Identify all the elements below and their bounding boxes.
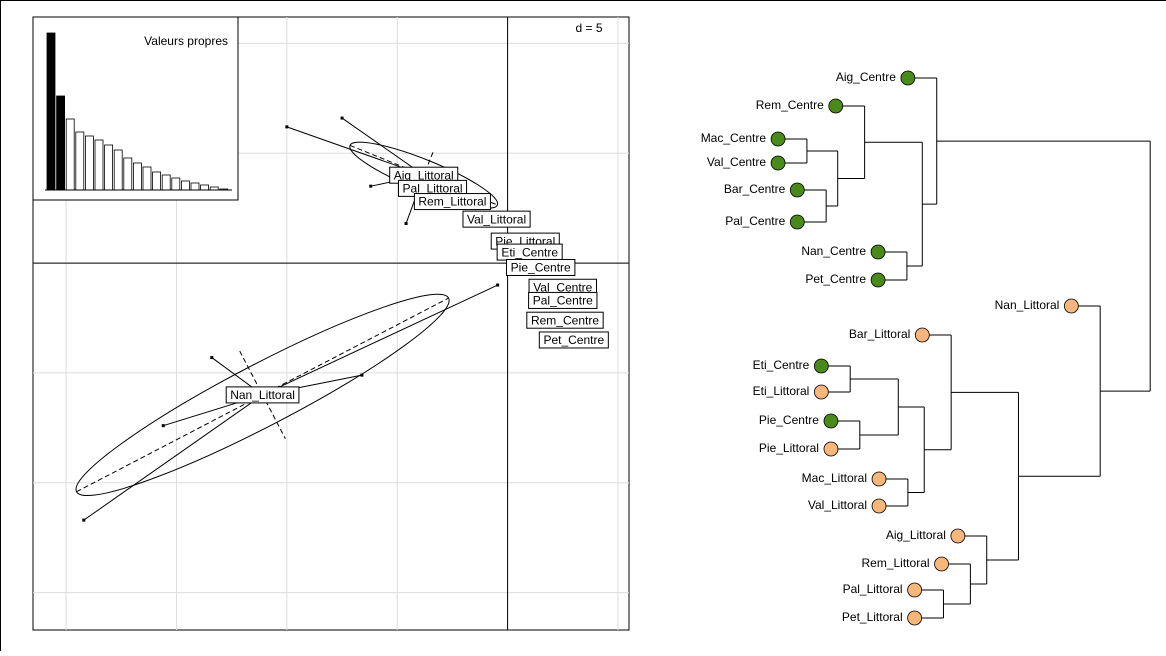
leaf-label: Eti_Centre xyxy=(753,358,810,372)
star-point xyxy=(360,374,363,377)
leaf xyxy=(790,215,804,229)
leaf xyxy=(790,183,804,197)
point-label: Pal_Centre xyxy=(533,294,593,308)
star-point xyxy=(210,356,213,359)
point-label: Pet_Centre xyxy=(543,333,604,347)
leaf-label: Mac_Centre xyxy=(701,131,767,145)
leaf xyxy=(824,442,838,456)
eigen-bar xyxy=(162,175,170,190)
star-point xyxy=(285,125,288,128)
star-point xyxy=(405,222,408,225)
point-label: Rem_Littoral xyxy=(418,195,486,209)
scale-label: d = 5 xyxy=(575,21,602,35)
leaf xyxy=(1064,299,1078,313)
leaf xyxy=(935,557,949,571)
leaf-label: Val_Littoral xyxy=(808,498,867,512)
leaf xyxy=(915,328,929,342)
eigen-bar xyxy=(191,183,199,190)
leaf-label: Pie_Centre xyxy=(759,413,819,427)
leaf-label: Rem_Littoral xyxy=(862,556,930,570)
leaf xyxy=(871,273,885,287)
leaf-label: Pal_Littoral xyxy=(843,582,903,596)
inset-title: Valeurs propres xyxy=(144,34,228,48)
eigen-bar xyxy=(66,119,74,190)
leaf-label: Eti_Littoral xyxy=(753,384,810,398)
leaf xyxy=(814,359,828,373)
point-label: Pie_Centre xyxy=(511,261,571,275)
eigen-bar xyxy=(105,145,113,190)
point-label: Rem_Centre xyxy=(531,313,599,327)
leaf xyxy=(908,611,922,625)
eigen-bar xyxy=(57,96,65,190)
leaf xyxy=(814,385,828,399)
point-label: Val_Littoral xyxy=(467,212,526,226)
leaf-label: Bar_Centre xyxy=(724,182,786,196)
leaf-label: Rem_Centre xyxy=(756,98,824,112)
eigen-bar xyxy=(172,178,180,190)
leaf-label: Pet_Centre xyxy=(805,272,866,286)
star-point xyxy=(162,424,165,427)
leaf xyxy=(829,99,843,113)
leaf xyxy=(872,472,886,486)
star-point xyxy=(341,117,344,120)
eigen-bar xyxy=(201,185,209,190)
leaf xyxy=(771,156,785,170)
leaf xyxy=(908,583,922,597)
eigen-bar xyxy=(85,136,93,190)
leaf-label: Pet_Littoral xyxy=(842,610,903,624)
leaf-label: Nan_Centre xyxy=(801,244,866,258)
point-label: Eti_Centre xyxy=(501,245,558,259)
eigen-bar xyxy=(153,172,161,190)
star-point xyxy=(496,284,499,287)
leaf-label: Bar_Littoral xyxy=(849,327,910,341)
point-label: Nan_Littoral xyxy=(230,388,295,402)
eigen-bar xyxy=(95,140,103,190)
leaf-label: Val_Centre xyxy=(707,155,766,169)
star-point xyxy=(369,185,372,188)
star-point xyxy=(82,519,85,522)
leaf xyxy=(824,414,838,428)
leaf-label: Nan_Littoral xyxy=(995,298,1060,312)
eigen-bar xyxy=(181,181,189,190)
eigen-bar xyxy=(47,33,55,190)
eigen-bar xyxy=(76,132,84,190)
leaf xyxy=(872,499,886,513)
leaf-label: Aig_Littoral xyxy=(886,528,946,542)
eigen-bar xyxy=(124,158,132,190)
leaf xyxy=(771,132,785,146)
leaf xyxy=(901,71,915,85)
leaf-label: Pie_Littoral xyxy=(759,441,819,455)
leaf-label: Aig_Centre xyxy=(836,70,896,84)
leaf-label: Pal_Centre xyxy=(725,214,785,228)
leaf xyxy=(871,245,885,259)
eigen-bar xyxy=(143,167,151,190)
leaf-label: Mac_Littoral xyxy=(802,471,867,485)
eigen-bar xyxy=(114,150,122,190)
eigen-bar xyxy=(133,163,141,190)
leaf xyxy=(951,529,965,543)
